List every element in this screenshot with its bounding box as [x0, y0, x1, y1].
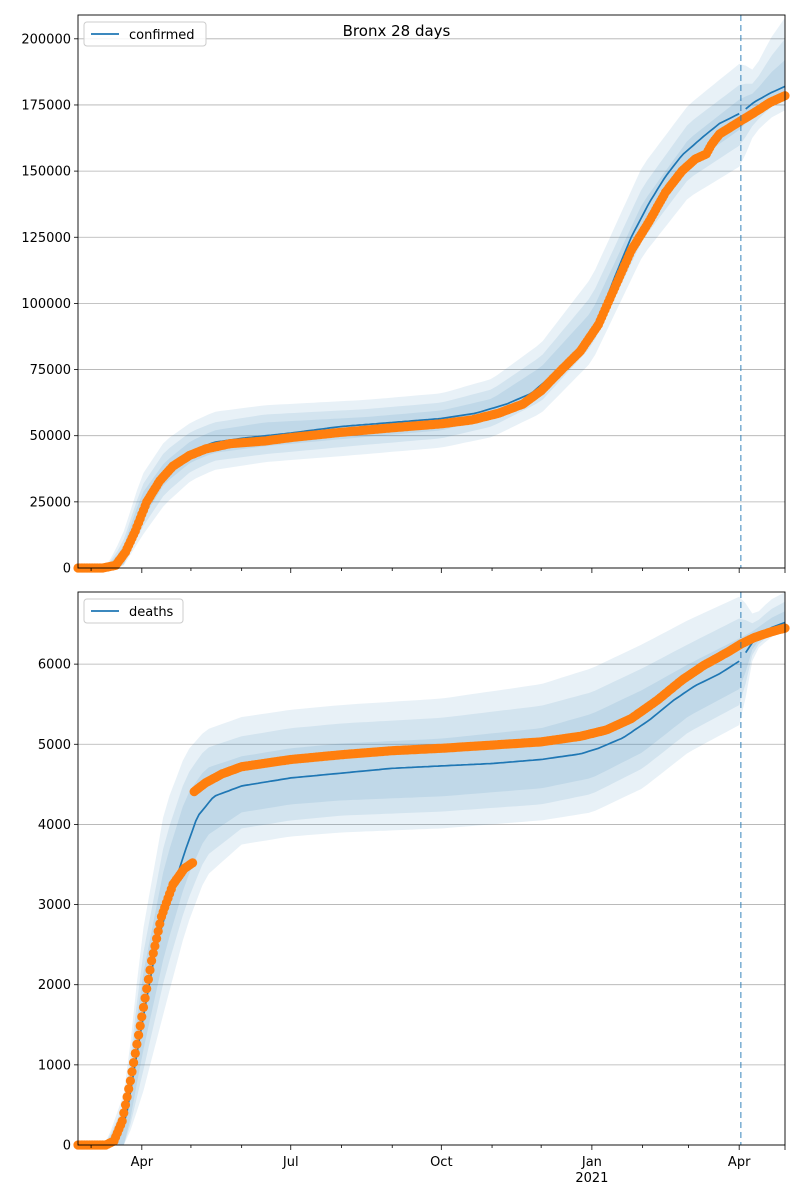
panel-2-observed-point [125, 1076, 135, 1086]
panel-2-xtick-label: Oct [430, 1155, 452, 1170]
panel-2-observed-point [120, 1100, 131, 1110]
panel-1-uncertainty-band-1 [78, 17, 785, 569]
panel-2-ytick-label: 2000 [38, 978, 71, 993]
panel-2-ytick-label: 5000 [38, 738, 71, 753]
panel-2-model-line-1 [78, 660, 740, 1146]
panel-2-observed-point [132, 1039, 142, 1049]
panel-2-observed-point [140, 993, 150, 1003]
panel-1-axes-frame [77, 14, 786, 569]
panel-1-ytick-label: 175000 [21, 98, 71, 113]
panel-2-observed-point [148, 948, 158, 958]
panel-2-xtick-sublabel: 2021 [575, 1171, 608, 1186]
panel-2-observed-point [147, 956, 157, 966]
panel-2-observed-point [117, 1116, 127, 1126]
panel-2-observed-point [127, 1067, 137, 1077]
panel-1-ytick-label: 125000 [21, 231, 71, 246]
panel-2-legend-box [83, 598, 184, 624]
panel-1-ytick-label: 0 [63, 562, 71, 577]
panel-2-observed-point [142, 984, 152, 994]
panel-2-observed-point [150, 941, 160, 951]
panel-2-observed-point [155, 919, 165, 929]
panel-2-xtick-label: Jan [581, 1155, 602, 1170]
panel-2-uncertainty-band-2 [78, 601, 785, 1145]
panel-1-title: Bronx 28 days [343, 22, 451, 40]
panel-1-ytick-label: 50000 [30, 429, 71, 444]
panel-1-ytick-label: 75000 [30, 363, 71, 378]
panel-2-axes-frame [77, 591, 786, 1146]
panel-2-observed-point [138, 1002, 149, 1013]
panel-2-ytick-label: 6000 [38, 658, 71, 673]
panel-1-legend-label: confirmed [129, 28, 195, 43]
panel-2-observed-point [153, 926, 163, 936]
panel-2-xtick-label: Apr [131, 1155, 154, 1170]
panel-2-legend-label: deaths [129, 605, 174, 620]
panel-2-ytick-label: 3000 [38, 898, 71, 913]
panel-1-ytick-label: 25000 [30, 495, 71, 510]
panel-2-observed-point [124, 1084, 134, 1094]
panel-1-ytick-label: 150000 [21, 165, 71, 180]
panel-2-observed-point [130, 1048, 140, 1058]
panel-2-observed-point [135, 1021, 145, 1031]
panel-1-ytick-label: 200000 [21, 32, 71, 47]
panel-2-observed-point [134, 1030, 144, 1040]
panel-2-observed-point [145, 965, 155, 975]
panel-2-observed-point [119, 1108, 129, 1118]
panel-1-legend-box [83, 21, 207, 47]
panel-2-observed-point [122, 1092, 132, 1102]
panel-2-ytick-label: 1000 [38, 1058, 71, 1073]
panel-2-observed-point [152, 934, 162, 944]
panel-2-ytick-label: 0 [63, 1139, 71, 1154]
panel-2-observed-point [137, 1012, 147, 1022]
panel-2-xtick-label: Apr [728, 1155, 751, 1170]
panel-2-observed-point [188, 858, 198, 868]
panel-2-ytick-label: 4000 [38, 818, 71, 833]
panel-2-observed-point [129, 1058, 139, 1068]
panel-1-uncertainty-band-2 [78, 38, 785, 569]
panel-1-ytick-label: 100000 [21, 297, 71, 312]
panel-1-model-line-2 [745, 85, 786, 110]
panel-2-xtick-label: Jul [282, 1155, 299, 1170]
panel-2-observed-point [143, 974, 153, 985]
